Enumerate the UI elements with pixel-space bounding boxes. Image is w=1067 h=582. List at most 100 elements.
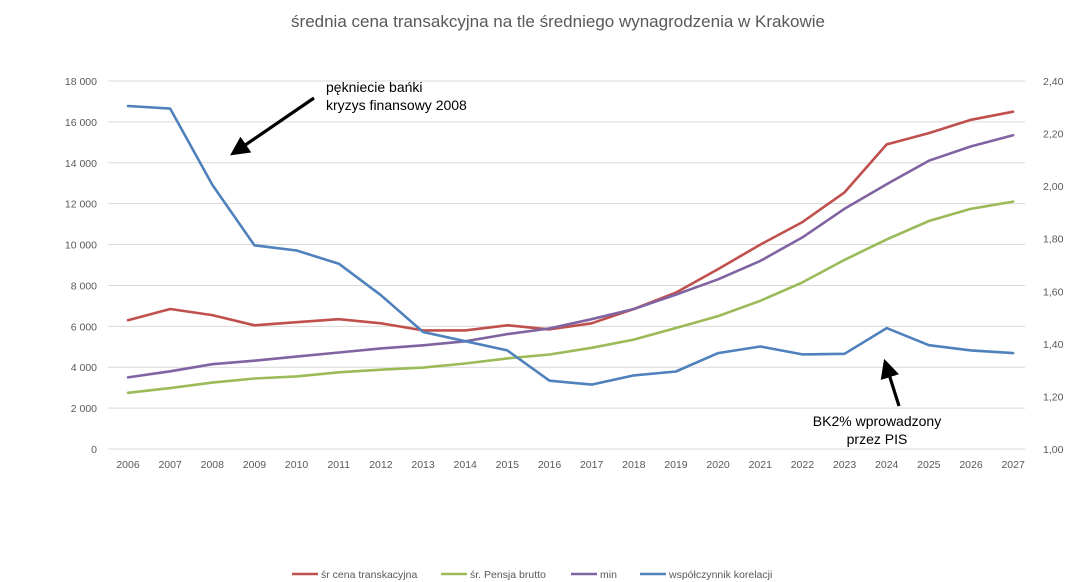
- data-point: [885, 183, 888, 186]
- data-point: [1012, 200, 1014, 203]
- data-point: [422, 366, 424, 369]
- data-point: [295, 249, 298, 252]
- y-right-tick-label: 1,80: [1043, 234, 1064, 246]
- y-right-tick-label: 2,00: [1043, 181, 1064, 193]
- y-left-tick-label: 2 000: [71, 403, 97, 415]
- data-point: [337, 318, 340, 320]
- data-point: [422, 344, 424, 347]
- data-point: [759, 345, 762, 348]
- x-tick-label: 2010: [285, 459, 309, 471]
- data-point: [970, 145, 972, 148]
- data-point: [633, 374, 635, 377]
- y-right-tick-label: 1,20: [1043, 391, 1064, 403]
- chart-title: średnia cena transakcyjna na tle średnie…: [291, 12, 825, 31]
- y-left-tick-label: 14 000: [65, 158, 97, 170]
- data-point: [717, 268, 719, 270]
- series-line: [126, 104, 1015, 386]
- x-tick-label: 2026: [959, 459, 983, 471]
- x-tick-label: 2014: [454, 459, 478, 471]
- series-line: [126, 110, 1015, 332]
- x-tick-label: 2018: [622, 459, 646, 471]
- data-point: [675, 291, 677, 294]
- x-tick-label: 2009: [243, 459, 267, 471]
- y-left-tick-label: 6 000: [71, 321, 97, 333]
- data-point: [759, 260, 762, 262]
- data-point: [801, 236, 804, 239]
- data-point: [675, 327, 677, 329]
- series-line: [126, 200, 1015, 395]
- data-point: [169, 107, 171, 110]
- data-point: [169, 387, 171, 389]
- data-point: [337, 262, 340, 265]
- legend-label: min: [600, 569, 617, 581]
- data-point: [422, 331, 424, 333]
- y-axis-left: 0 2 000 4 000 6 000 8 000 10 000 12 000 14 000 1…: [65, 76, 97, 456]
- data-point: [843, 353, 846, 355]
- data-point: [759, 243, 762, 246]
- data-point: [211, 184, 214, 186]
- data-point: [843, 259, 846, 261]
- data-point: [928, 220, 930, 222]
- data-point: [127, 391, 129, 394]
- data-point: [843, 207, 846, 210]
- data-point: [548, 353, 551, 356]
- x-tick-label: 2016: [538, 459, 562, 471]
- data-point: [169, 308, 171, 310]
- series-2: [126, 200, 1015, 395]
- data-point: [885, 327, 888, 329]
- y-right-tick-label: 2,20: [1043, 129, 1064, 141]
- annotation-crash-line2: kryzys finansowy 2008: [326, 97, 467, 113]
- data-point: [253, 244, 256, 247]
- data-point: [801, 281, 804, 284]
- y-left-tick-label: 0: [91, 444, 97, 456]
- data-point: [928, 132, 930, 134]
- annotation-crash-line1: pękniecie bańki: [326, 79, 423, 95]
- data-point: [885, 238, 888, 241]
- data-point: [127, 376, 129, 379]
- series-4: [126, 104, 1015, 386]
- data-point: [295, 375, 298, 378]
- y-right-tick-label: 1,00: [1043, 444, 1064, 456]
- y-left-tick-label: 4 000: [71, 362, 97, 374]
- data-point: [380, 368, 382, 371]
- data-point: [1012, 352, 1014, 354]
- data-point: [590, 347, 593, 349]
- x-tick-label: 2007: [158, 459, 182, 471]
- data-point: [506, 324, 509, 327]
- x-tick-label: 2008: [201, 459, 225, 471]
- y-left-tick-label: 8 000: [71, 280, 97, 292]
- data-point: [127, 105, 129, 107]
- data-point: [464, 362, 467, 365]
- legend-item: współczynnik korelacji: [640, 569, 772, 581]
- x-axis: 2006 2007 2008 2009 2010 2011 2012 2013 2014 2015…: [116, 459, 1025, 471]
- data-point: [337, 351, 340, 354]
- annotation-crash-2008: pękniecie bańki kryzys finansowy 2008: [230, 79, 467, 156]
- y-left-tick-label: 12 000: [65, 199, 97, 211]
- data-point: [843, 191, 846, 194]
- x-tick-label: 2015: [496, 459, 520, 471]
- data-point: [169, 370, 171, 373]
- x-tick-label: 2023: [833, 459, 857, 471]
- legend-label: współczynnik korelacji: [668, 569, 772, 581]
- legend-item: min: [571, 569, 617, 581]
- data-point: [464, 340, 467, 343]
- y-axis-right: 1,00 1,20 1,40 1,60 1,80 2,00 2,20 2,40: [1043, 76, 1064, 456]
- y-right-tick-label: 1,40: [1043, 339, 1064, 351]
- x-tick-label: 2012: [369, 459, 393, 471]
- data-point: [337, 371, 340, 374]
- y-right-tick-label: 1,60: [1043, 286, 1064, 298]
- data-point: [548, 327, 551, 330]
- data-point: [506, 349, 509, 352]
- data-point: [506, 357, 509, 360]
- data-point: [675, 293, 677, 296]
- data-point: [717, 352, 719, 354]
- data-point: [928, 344, 930, 346]
- data-point: [253, 377, 256, 380]
- x-tick-label: 2021: [749, 459, 773, 471]
- x-tick-label: 2022: [791, 459, 815, 471]
- legend-label: śr cena transkacyjna: [321, 569, 417, 581]
- data-point: [590, 318, 593, 320]
- data-point: [633, 338, 635, 341]
- data-point: [717, 278, 719, 281]
